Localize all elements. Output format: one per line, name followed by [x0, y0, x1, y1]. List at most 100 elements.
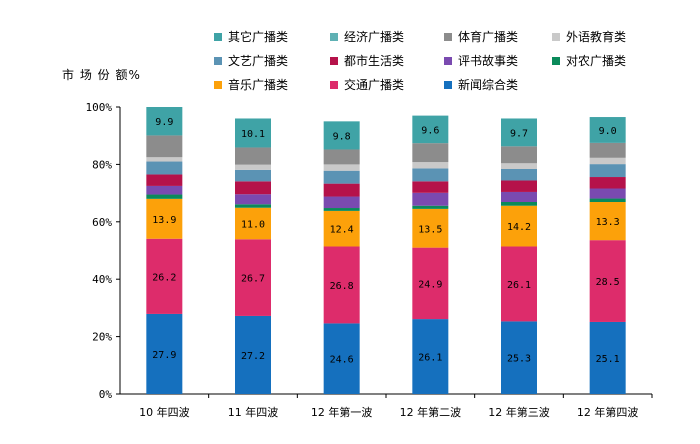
- x-tick-label: 12 年第二波: [400, 405, 462, 419]
- bar-segment: [589, 321, 626, 394]
- bar-segment: [501, 321, 537, 394]
- bar-segment: [589, 240, 626, 322]
- y-axis-title: 市 场 份 额%: [62, 68, 141, 82]
- data-label: 26.1: [507, 280, 531, 291]
- legend-item: 新闻综合类: [444, 76, 518, 93]
- bar-segment: [501, 118, 537, 147]
- legend-item: 体育广播类: [444, 28, 518, 45]
- legend-swatch: [444, 33, 452, 41]
- y-tick-label: 60%: [92, 216, 112, 229]
- data-label: 28.5: [596, 277, 620, 288]
- bar-segment: [323, 170, 360, 184]
- legend-item: 对农广播类: [552, 52, 626, 69]
- bar-segment: [589, 142, 626, 158]
- bar-segment: [235, 204, 271, 208]
- legend-label: 都市生活类: [344, 54, 405, 68]
- y-tick-label: 40%: [92, 273, 112, 286]
- legend-label: 体育广播类: [458, 30, 519, 44]
- bar-segment: [412, 162, 449, 169]
- legend-item: 音乐广播类: [214, 76, 288, 93]
- data-label: 27.2: [241, 351, 265, 362]
- legend-item: 经济广播类: [330, 28, 404, 45]
- bar-segment: [412, 247, 449, 320]
- x-tick-label: 10 年四波: [139, 405, 190, 419]
- legend-label: 外语教育类: [566, 30, 627, 44]
- bar-segment: [235, 207, 271, 240]
- bar-segment: [589, 117, 626, 143]
- bar-segment: [235, 194, 271, 205]
- x-tick-label: 12 年第四波: [577, 405, 639, 419]
- bar-segment: [412, 192, 449, 206]
- bar-segment: [501, 168, 537, 181]
- data-label: 25.1: [596, 354, 620, 365]
- data-label: 9.6: [421, 125, 439, 136]
- data-label: 11.0: [241, 220, 265, 231]
- bar-segment: [235, 118, 271, 148]
- data-label: 24.6: [330, 355, 354, 366]
- bar-segment: [501, 191, 537, 202]
- data-label: 13.9: [152, 215, 176, 226]
- bar-segment: [235, 181, 271, 195]
- bar-segment: [146, 185, 183, 195]
- legend-item: 交通广播类: [330, 76, 404, 93]
- bar-segment: [412, 208, 449, 248]
- y-tick-label: 100%: [86, 101, 113, 114]
- bar-segment: [235, 169, 271, 182]
- bar-segment: [501, 246, 537, 322]
- legend-swatch: [444, 57, 452, 65]
- bar-segment: [501, 146, 537, 164]
- legend-label: 音乐广播类: [228, 78, 289, 92]
- bar-segment: [501, 205, 537, 247]
- data-label: 26.1: [418, 353, 442, 364]
- legend-item: 外语教育类: [552, 28, 626, 45]
- bar-segment: [146, 161, 183, 175]
- legend-swatch: [330, 33, 338, 41]
- bar-segment: [323, 121, 360, 150]
- y-tick-label: 0%: [99, 388, 113, 401]
- bar-segment: [235, 239, 271, 316]
- legend-swatch: [552, 57, 560, 65]
- bar-segment: [235, 315, 271, 394]
- bar-segment: [412, 143, 449, 163]
- y-tick-label: 80%: [92, 158, 112, 171]
- x-tick-label: 12 年第三波: [488, 405, 550, 419]
- bar-segment: [412, 168, 449, 182]
- bar-segment: [146, 157, 183, 162]
- bar-segment: [501, 163, 537, 169]
- legend-label: 对农广播类: [566, 54, 627, 68]
- bar-segment: [501, 201, 537, 206]
- data-label: 26.8: [330, 281, 354, 292]
- legend-swatch: [330, 57, 338, 65]
- legend-label: 评书故事类: [458, 54, 519, 68]
- data-label: 24.9: [418, 279, 442, 290]
- y-tick-label: 20%: [92, 331, 112, 344]
- legend-item: 文艺广播类: [214, 52, 288, 69]
- legend-item: 评书故事类: [444, 52, 518, 69]
- bar-segment: [235, 147, 271, 165]
- bar-segment: [146, 313, 183, 394]
- legend-swatch: [214, 33, 222, 41]
- bar-segment: [501, 180, 537, 192]
- legend-item: 都市生活类: [330, 52, 404, 69]
- legend-label: 文艺广播类: [228, 54, 289, 68]
- legend-item: 其它广播类: [214, 28, 288, 45]
- bar-segment: [146, 174, 183, 186]
- bar-segment: [323, 149, 360, 165]
- legend-label: 新闻综合类: [458, 78, 519, 92]
- bar-segment: [323, 164, 360, 171]
- legend-swatch: [214, 57, 222, 65]
- bar-segment: [323, 210, 360, 247]
- legend-swatch: [444, 81, 452, 89]
- data-label: 26.2: [152, 272, 176, 283]
- bar-segment: [146, 238, 183, 314]
- data-label: 13.3: [596, 217, 620, 228]
- data-label: 13.5: [418, 224, 442, 235]
- legend-swatch: [552, 33, 560, 41]
- legend-label: 经济广播类: [344, 30, 405, 44]
- bar-segment: [323, 208, 360, 211]
- legend-swatch: [330, 81, 338, 89]
- data-label: 9.8: [333, 131, 351, 142]
- bar-segment: [412, 181, 449, 193]
- bar-segment: [412, 115, 449, 144]
